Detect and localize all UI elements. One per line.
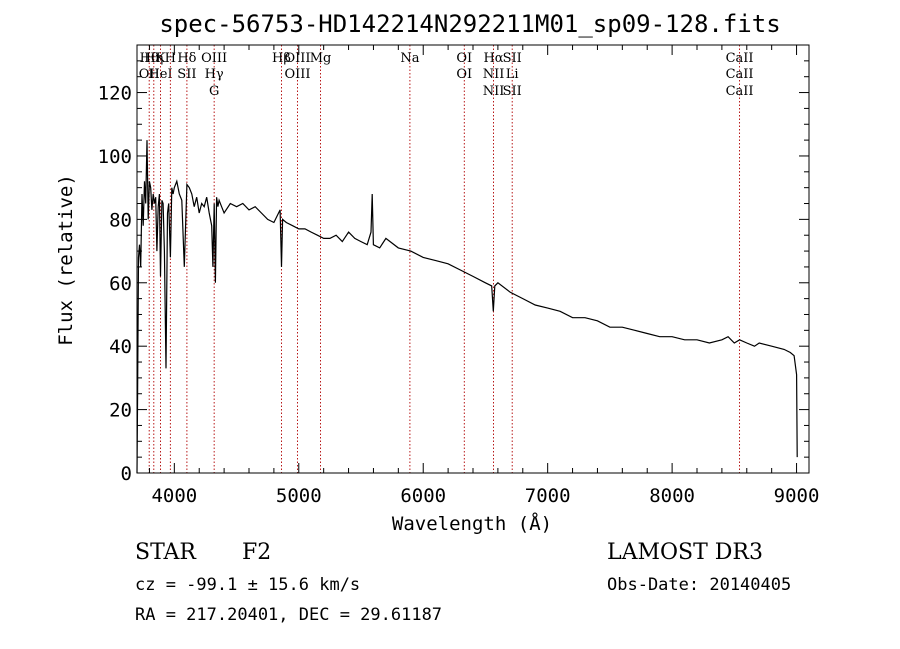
object-subclass: F2 bbox=[242, 540, 271, 565]
spectral-line-label: OIII bbox=[284, 67, 310, 82]
y-tick-label: 0 bbox=[121, 463, 132, 485]
x-axis-label: Wavelength (Å) bbox=[392, 512, 552, 535]
coordinates-text: RA = 217.20401, DEC = 29.61187 bbox=[135, 605, 442, 625]
x-tick-label: 8000 bbox=[649, 485, 695, 507]
x-tick-label: 9000 bbox=[774, 485, 820, 507]
spectral-line-label: NII bbox=[483, 84, 505, 99]
y-tick-label: 80 bbox=[109, 209, 132, 231]
spectral-line-label: SII bbox=[503, 51, 522, 66]
spectral-line-label: Hα bbox=[483, 51, 503, 66]
y-axis-ticks: 0 20 40 60 80 100 120 bbox=[98, 60, 809, 485]
chart-title: spec-56753-HD142214N292211M01_sp09-128.f… bbox=[159, 10, 780, 38]
spectral-line-label: Mg bbox=[310, 51, 332, 66]
spectral-line-label: OIII bbox=[201, 51, 227, 66]
spectral-line-label: OIII bbox=[284, 51, 310, 66]
spectral-line-label: Hγ bbox=[205, 67, 224, 82]
plot-frame bbox=[136, 44, 810, 474]
object-class: STAR bbox=[135, 540, 197, 565]
spectral-line-label: SII bbox=[503, 84, 522, 99]
x-tick-label: 4000 bbox=[151, 485, 197, 507]
y-tick-label: 100 bbox=[98, 146, 132, 168]
spectral-line-label: NII bbox=[483, 67, 505, 82]
spectral-line-label: H bbox=[165, 51, 176, 66]
spectral-line-label: CaII bbox=[726, 51, 754, 66]
spectral-line-label: Li bbox=[506, 67, 519, 82]
spectral-line-label: OI bbox=[456, 67, 472, 82]
spectral-line-label: OI bbox=[456, 51, 472, 66]
spectral-line-label: G bbox=[209, 84, 219, 99]
spectral-line-label: HeI bbox=[148, 67, 172, 82]
y-tick-label: 40 bbox=[109, 336, 132, 358]
x-tick-label: 6000 bbox=[400, 485, 446, 507]
spectral-line-label: CaII bbox=[726, 67, 754, 82]
spectral-line-label: SII bbox=[177, 67, 196, 82]
spectral-line-label: Hθ bbox=[140, 51, 159, 66]
spectral-line-label: Hη bbox=[144, 51, 163, 66]
x-axis-ticks: 4000 5000 6000 7000 8000 9000 bbox=[148, 45, 820, 507]
x-tick-label: 5000 bbox=[276, 485, 322, 507]
spectral-line-label: Hβ bbox=[272, 51, 291, 66]
x-tick-label: 7000 bbox=[525, 485, 571, 507]
y-tick-label: 60 bbox=[109, 273, 132, 295]
spectral-line-label: Hδ bbox=[177, 51, 196, 66]
spectral-line-label: CaII bbox=[726, 84, 754, 99]
spectral-line-label: OII bbox=[139, 67, 160, 82]
spectral-line-label: Na bbox=[400, 51, 419, 66]
y-axis-label: Flux (relative) bbox=[55, 174, 77, 346]
survey-name: LAMOST DR3 bbox=[607, 540, 763, 565]
spectral-line-label: K bbox=[156, 51, 166, 66]
y-tick-label: 20 bbox=[109, 400, 132, 422]
y-tick-label: 120 bbox=[98, 83, 132, 105]
redshift-text: cz = -99.1 ± 15.6 km/s bbox=[135, 575, 360, 595]
obs-date-text: Obs-Date: 20140405 bbox=[607, 575, 791, 595]
spectrum-line bbox=[136, 140, 798, 474]
